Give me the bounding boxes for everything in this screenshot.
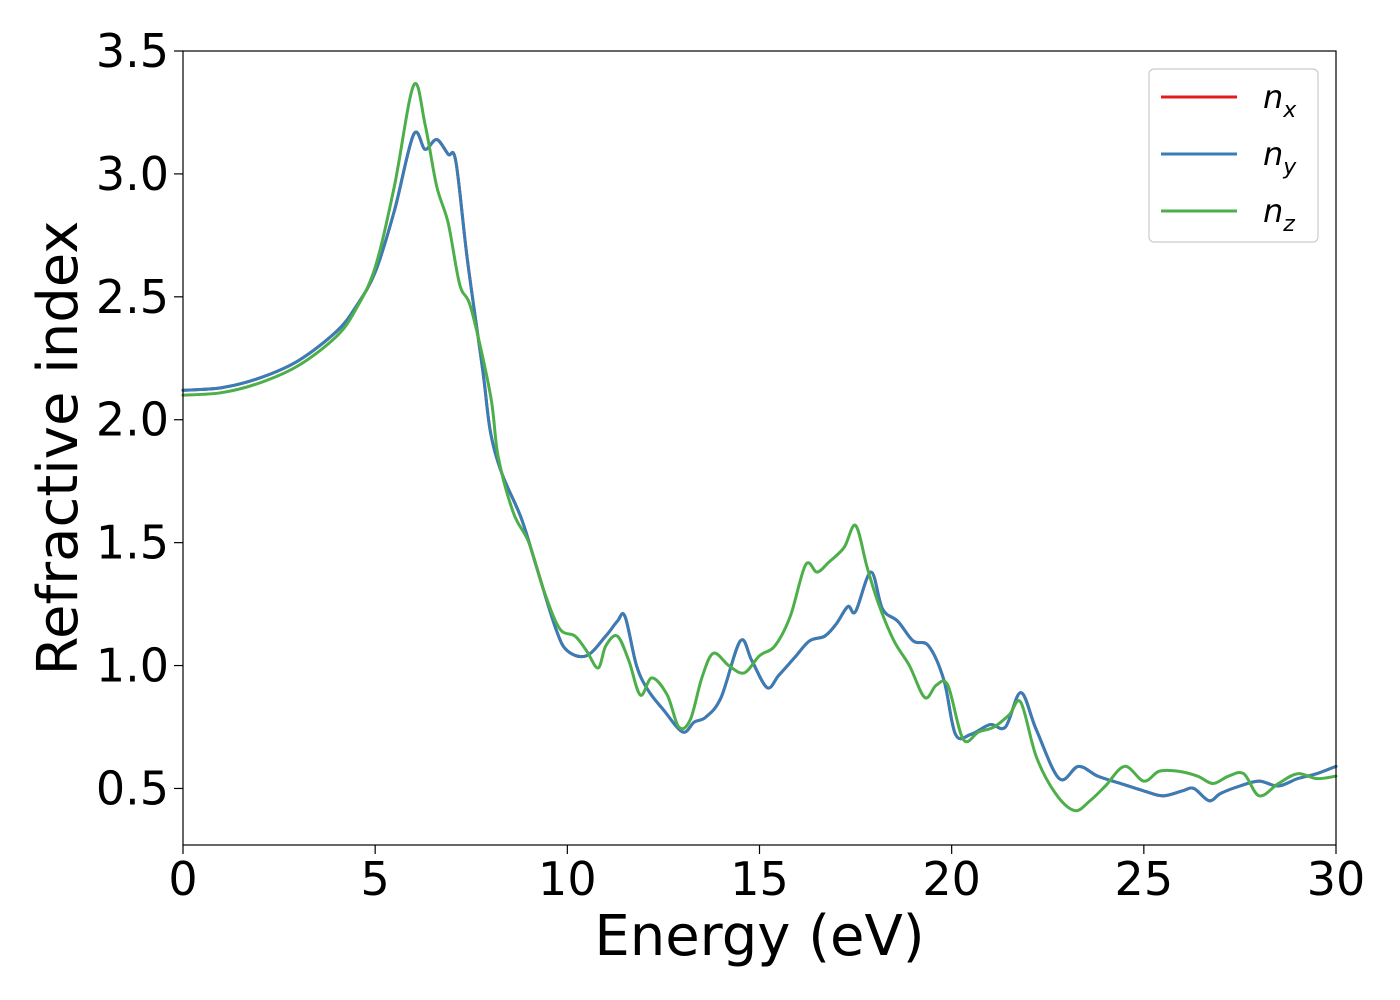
- legend-label: nz: [1263, 192, 1295, 237]
- legend-entries: nx ny nz: [1161, 78, 1297, 237]
- y-axis-title: Refractive index: [26, 221, 91, 676]
- series-line-nz: [181, 81, 1338, 813]
- x-tick-label: 0: [168, 852, 197, 906]
- x-tick-label: 20: [922, 852, 981, 906]
- x-axis-title: Energy (eV): [594, 904, 924, 969]
- y-tick-label: 3.0: [96, 147, 169, 201]
- series-lines: [181, 81, 1338, 813]
- legend-label: nx: [1263, 78, 1297, 123]
- series-line-ny: [181, 130, 1338, 803]
- legend: nx ny nz: [1148, 68, 1319, 243]
- legend-entry-nx: nx: [1161, 78, 1297, 123]
- y-tick-label: 1.0: [96, 639, 169, 693]
- legend-entry-ny: ny: [1161, 135, 1297, 180]
- x-tick-label: 5: [361, 852, 390, 906]
- y-tick-label: 0.5: [96, 761, 169, 815]
- legend-label: ny: [1263, 135, 1297, 180]
- y-tick-label: 2.0: [96, 393, 169, 447]
- y-tick-label: 2.5: [96, 270, 169, 324]
- plot-background: [183, 51, 1336, 845]
- x-tick-label: 15: [730, 852, 789, 906]
- y-tick-label: 1.5: [96, 516, 169, 570]
- y-tick-label: 3.5: [96, 24, 169, 78]
- x-tick-label: 30: [1307, 852, 1366, 906]
- x-axis-ticks: 0 5 10 15 20 25 30: [168, 845, 1365, 906]
- x-tick-label: 10: [538, 852, 597, 906]
- y-axis-ticks: 0.5 1.0 1.5 2.0 2.5 3.0 3.5: [96, 24, 183, 815]
- legend-entry-nz: nz: [1161, 192, 1295, 237]
- x-tick-label: 25: [1115, 852, 1174, 906]
